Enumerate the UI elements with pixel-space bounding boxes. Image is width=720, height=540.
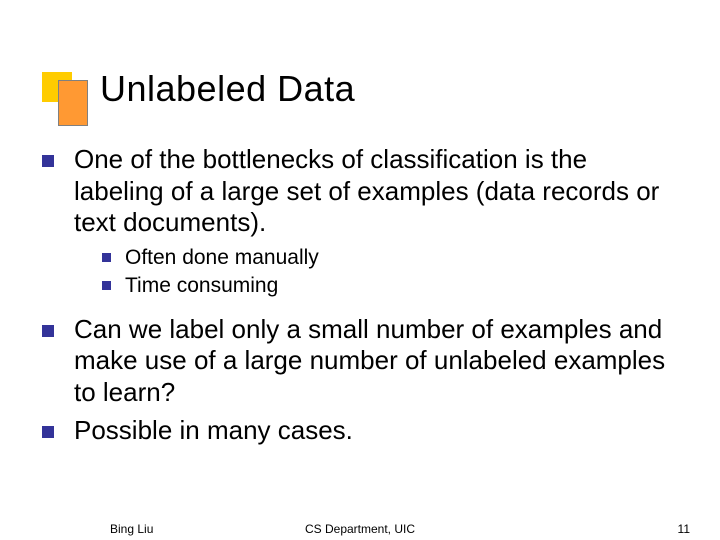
bullet-lvl2: Time consuming	[102, 273, 678, 299]
sub-bullet-group: Often done manually Time consuming	[42, 245, 678, 300]
slide: Unlabeled Data One of the bottlenecks of…	[0, 0, 720, 540]
square-bullet-icon	[102, 253, 111, 262]
bullet-lvl1: Possible in many cases.	[42, 415, 678, 447]
square-bullet-icon	[42, 155, 54, 167]
bullet-lvl2: Often done manually	[102, 245, 678, 271]
slide-title: Unlabeled Data	[100, 68, 355, 110]
bullet-text: Possible in many cases.	[74, 415, 353, 447]
square-bullet-icon	[102, 281, 111, 290]
bullet-lvl1: Can we label only a small number of exam…	[42, 314, 678, 409]
slide-body: One of the bottlenecks of classification…	[42, 144, 678, 453]
square-bullet-icon	[42, 325, 54, 337]
bullet-text: Can we label only a small number of exam…	[74, 314, 678, 409]
square-bullet-icon	[42, 426, 54, 438]
footer-affiliation: CS Department, UIC	[0, 522, 720, 536]
bullet-text: Time consuming	[125, 273, 278, 299]
page-number: 11	[678, 522, 690, 536]
title-accent-front	[58, 80, 88, 126]
bullet-text: Often done manually	[125, 245, 319, 271]
bullet-lvl1: One of the bottlenecks of classification…	[42, 144, 678, 239]
bullet-text: One of the bottlenecks of classification…	[74, 144, 678, 239]
